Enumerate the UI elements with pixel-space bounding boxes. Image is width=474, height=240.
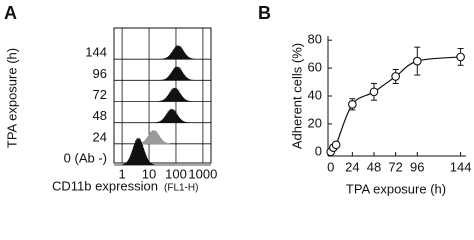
row-label: 48	[93, 108, 107, 123]
y-tick-label: 20	[308, 115, 322, 130]
x-tick-label: 1	[118, 166, 125, 181]
y-tick-label: 0	[315, 143, 322, 158]
x-tick-label: 10	[142, 166, 156, 181]
y-axis-label: TPA exposure (h)	[4, 48, 19, 148]
histogram	[155, 108, 188, 123]
data-point	[412, 56, 422, 66]
data-point	[348, 100, 357, 109]
histogram	[161, 45, 195, 60]
histogram	[122, 137, 155, 166]
histogram	[158, 87, 191, 102]
data-point	[456, 52, 465, 62]
data-point	[331, 140, 341, 150]
data-point	[369, 87, 379, 97]
y-tick-label: 40	[308, 87, 322, 102]
x-tick-label: 100	[165, 166, 187, 181]
x-tick-label: 24	[345, 159, 359, 174]
y-axis-label: Adherent cells (%)	[289, 43, 304, 149]
row-label: 96	[93, 66, 107, 81]
x-tick-label: 72	[388, 159, 402, 174]
row-label: 0 (Ab -)	[64, 150, 107, 165]
x-tick-label: 144	[450, 159, 472, 174]
x-axis-label: TPA exposure (h)	[346, 181, 446, 196]
x-axis-label: CD11b expression	[52, 178, 158, 193]
y-tick-label: 80	[308, 32, 322, 47]
panel-label: B	[258, 3, 271, 23]
x-tick-label: 0	[327, 159, 334, 174]
figure: A B TPA exposure (h) CD11b expression (F…	[4, 3, 472, 197]
x-tick-label: 48	[367, 159, 381, 174]
panel-label: A	[4, 3, 17, 23]
plot-frame	[113, 27, 212, 164]
histogram	[160, 66, 194, 81]
y-tick-label: 60	[308, 60, 322, 75]
x-tick-label: 96	[410, 159, 424, 174]
row-label: 72	[93, 87, 107, 102]
row-label: 24	[93, 129, 107, 144]
x-tick-label: 1000	[188, 166, 217, 181]
data-point	[391, 72, 400, 81]
histogram	[137, 129, 170, 144]
row-label: 144	[85, 45, 107, 60]
x-axis-unit: (FL1-H)	[164, 183, 198, 194]
